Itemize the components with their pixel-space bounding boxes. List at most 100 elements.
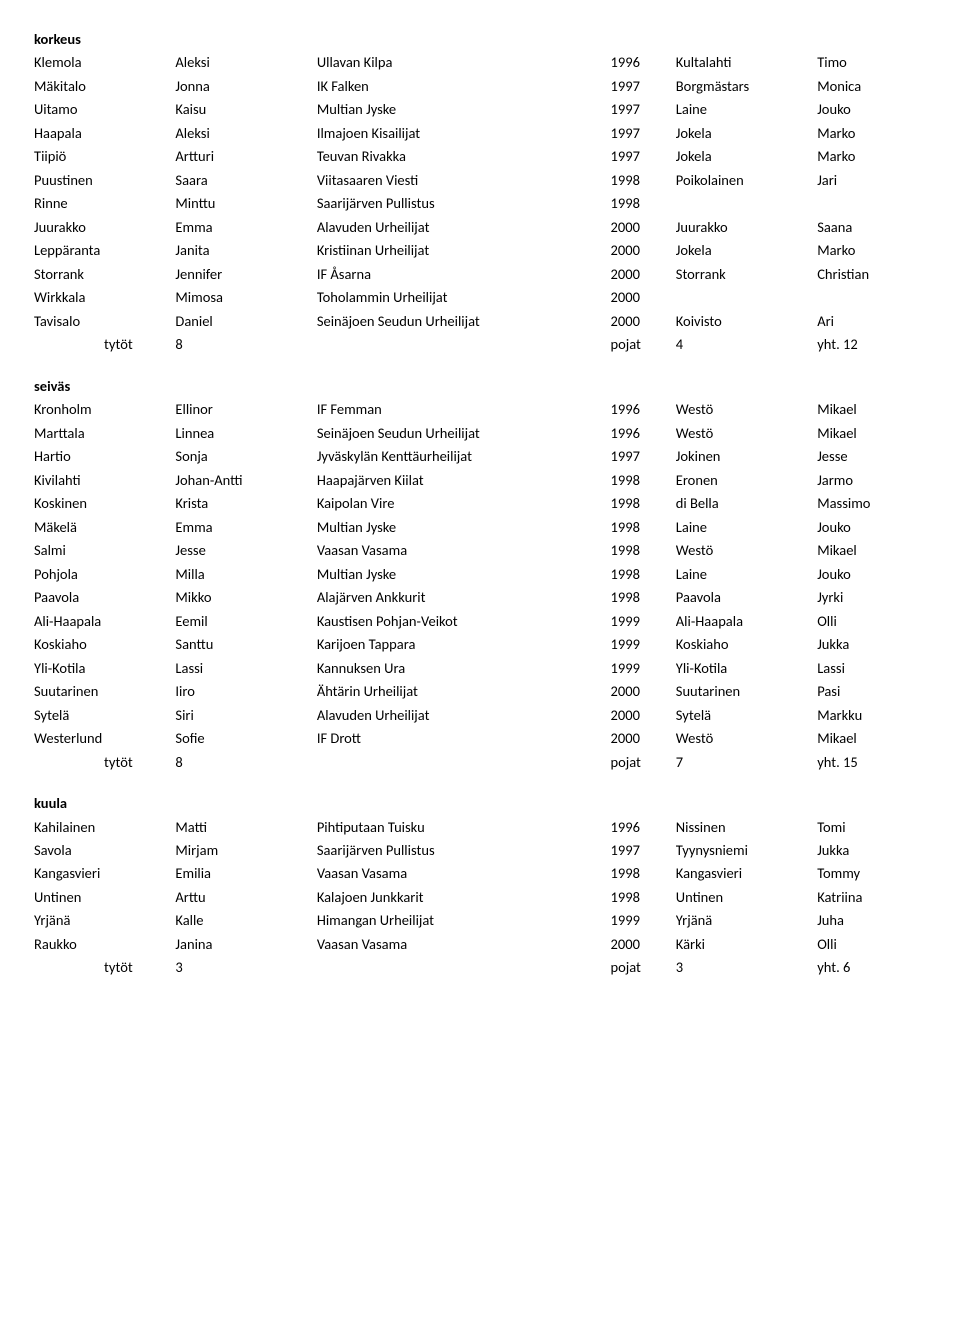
table-cell: Matti [175,816,316,839]
table-cell: Kalle [175,909,316,932]
table-cell: Seinäjoen Seudun Urheilijat [317,310,611,333]
table-cell [676,192,817,215]
table-cell: Pasi [817,680,926,703]
table-row: LeppärantaJanitaKristiinan Urheilijat200… [34,239,926,262]
table-cell: Juurakko [676,216,817,239]
table-cell: Jesse [817,445,926,468]
table-cell: Laine [676,563,817,586]
table-cell: Jonna [175,75,316,98]
table-cell: 2000 [611,263,676,286]
table-row: HaapalaAleksiIlmajoen Kisailijat1997Joke… [34,122,926,145]
table-cell: Katriina [817,886,926,909]
tytot-label: tytöt [34,751,175,774]
table-cell: Jokela [676,239,817,262]
table-cell: Kärki [676,933,817,956]
table-cell: Monica [817,75,926,98]
summary-row: tytöt3pojat3yht. 6 [34,956,926,979]
table-cell: Olli [817,933,926,956]
table-row: KangasvieriEmiliaVaasan Vasama1998Kangas… [34,862,926,885]
table-cell: Haapajärven Kiilat [317,469,611,492]
data-table: KronholmEllinorIF Femman1996WestöMikaelM… [34,398,926,774]
table-row: KoskiahoSanttuKarijoen Tappara1999Koskia… [34,633,926,656]
table-cell: 2000 [611,680,676,703]
table-cell: 1996 [611,398,676,421]
table-cell: Emilia [175,862,316,885]
table-cell: Jesse [175,539,316,562]
table-cell: 1997 [611,839,676,862]
table-cell: Westö [676,398,817,421]
table-cell: Rinne [34,192,175,215]
table-cell: IF Åsarna [317,263,611,286]
table-cell: Untinen [34,886,175,909]
summary-row: tytöt8pojat7yht. 15 [34,751,926,774]
table-cell: Ari [817,310,926,333]
table-cell: Vaasan Vasama [317,933,611,956]
table-cell: Raukko [34,933,175,956]
table-cell: Jouko [817,98,926,121]
table-cell: Kristiinan Urheilijat [317,239,611,262]
table-cell: Haapala [34,122,175,145]
table-cell: Jokela [676,145,817,168]
table-cell: Saana [817,216,926,239]
table-cell: 1997 [611,445,676,468]
table-row: WesterlundSofieIF Drott2000WestöMikael [34,727,926,750]
table-cell: Jyrki [817,586,926,609]
table-cell: Johan-Antti [175,469,316,492]
table-cell: Krista [175,492,316,515]
table-row: StorrankJenniferIF Åsarna2000StorrankChr… [34,263,926,286]
table-cell: Saarijärven Pullistus [317,839,611,862]
yht-cell: yht. 15 [817,751,926,774]
table-cell: Iiro [175,680,316,703]
table-cell: Jouko [817,516,926,539]
table-row: KivilahtiJohan-AnttiHaapajärven Kiilat19… [34,469,926,492]
table-cell: Sonja [175,445,316,468]
table-cell: 1998 [611,516,676,539]
table-cell: Leppäranta [34,239,175,262]
table-cell: Alajärven Ankkurit [317,586,611,609]
table-cell: Daniel [175,310,316,333]
tytot-value: 8 [175,333,316,356]
table-cell: Janita [175,239,316,262]
table-cell: 1998 [611,492,676,515]
table-row: MäkeläEmmaMultian Jyske1998LaineJouko [34,516,926,539]
table-row: PuustinenSaaraViitasaaren Viesti1998Poik… [34,169,926,192]
table-row: KlemolaAleksiUllavan Kilpa1996Kultalahti… [34,51,926,74]
table-cell: Mikko [175,586,316,609]
table-cell: 1998 [611,586,676,609]
table-row: SalmiJesseVaasan Vasama1998WestöMikael [34,539,926,562]
table-cell: Aleksi [175,51,316,74]
table-cell: Kangasvieri [676,862,817,885]
table-cell: Sytelä [676,704,817,727]
table-cell: Tavisalo [34,310,175,333]
table-cell: Jokela [676,122,817,145]
table-cell: Tommy [817,862,926,885]
table-cell: Marko [817,239,926,262]
table-cell: Untinen [676,886,817,909]
table-cell: Kaisu [175,98,316,121]
table-cell: Lassi [817,657,926,680]
document-content: korkeusKlemolaAleksiUllavan Kilpa1996Kul… [34,28,926,980]
table-cell: 1997 [611,75,676,98]
table-cell: Mikael [817,422,926,445]
table-row: KronholmEllinorIF Femman1996WestöMikael [34,398,926,421]
table-row: SuutarinenIiroÄhtärin Urheilijat2000Suut… [34,680,926,703]
table-cell: 1998 [611,862,676,885]
table-cell: Uitamo [34,98,175,121]
table-cell: Marko [817,122,926,145]
table-cell: Vaasan Vasama [317,862,611,885]
table-cell: 1998 [611,192,676,215]
table-cell: Savola [34,839,175,862]
table-cell: Suutarinen [34,680,175,703]
table-cell: Ellinor [175,398,316,421]
table-cell: Janina [175,933,316,956]
table-cell: Koskiaho [676,633,817,656]
table-cell: Mikael [817,539,926,562]
table-cell: Yli-Kotila [34,657,175,680]
table-cell: Kannuksen Ura [317,657,611,680]
pojat-value: 3 [676,956,817,979]
table-cell [817,286,926,309]
table-cell: Salmi [34,539,175,562]
table-cell: Saara [175,169,316,192]
table-cell: Jokinen [676,445,817,468]
table-cell: Teuvan Rivakka [317,145,611,168]
